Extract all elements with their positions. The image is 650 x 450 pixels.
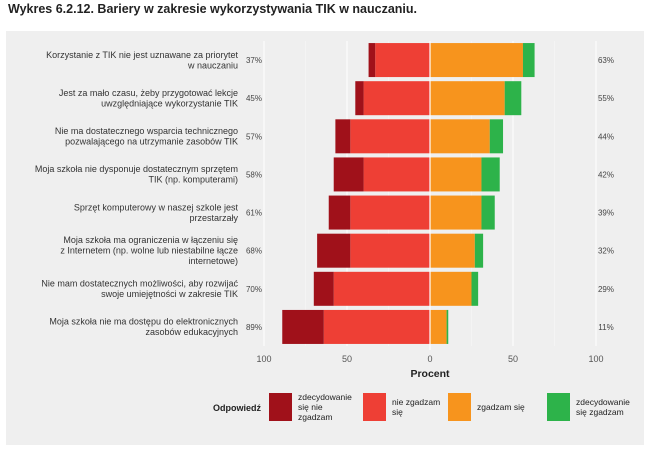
bar-segment [368,43,376,78]
legend-swatch [363,393,386,421]
bar-segment [430,119,490,154]
bar-segment [313,271,334,306]
bar-segment [333,271,430,306]
legend-swatch [547,393,570,421]
bar-segment [323,309,430,344]
legend-label: zdecydowanie się zgadzam [576,397,630,417]
negative-total-label: 45% [246,94,262,103]
negative-total-label: 89% [246,323,262,332]
legend-label: nie zgadzam się [392,397,440,417]
bar-segment [522,43,535,78]
bar-segment [375,43,430,78]
bar-segment [430,43,523,78]
bar-segment [489,119,504,154]
positive-total-label: 55% [598,94,614,103]
bar-segment [328,195,351,230]
bar-segment [363,157,430,192]
category-label: Moja szkoła nie ma dostępu do elektronic… [49,317,238,338]
chart-title: Wykres 6.2.12. Bariery w zakresie wykorz… [8,2,417,16]
positive-total-label: 44% [598,132,614,141]
positive-total-label: 39% [598,209,614,218]
negative-total-label: 58% [246,170,262,179]
x-axis-label: Procent [410,368,450,380]
x-tick-label: 100 [588,354,603,364]
category-label: Sprzęt komputerowy w naszej szkole jest p… [74,202,239,223]
bar-segment [504,81,522,116]
bar-segment [474,233,484,268]
bar-segment [481,195,495,230]
legend-swatch [448,393,471,421]
positive-total-label: 63% [598,56,614,65]
diverging-bar-chart: Korzystanie z TIK nie jest uznawane za p… [35,41,630,422]
bar-segment [363,81,430,116]
bar-segment [481,157,500,192]
negative-total-label: 70% [246,285,262,294]
positive-total-label: 29% [598,285,614,294]
legend-label: zgadzam się [477,402,525,412]
negative-total-label: 61% [246,209,262,218]
x-tick-label: 100 [256,354,271,364]
positive-total-label: 42% [598,170,614,179]
bar-segment [350,233,430,268]
x-tick-label: 0 [427,354,432,364]
legend-swatch [269,393,292,421]
legend-label: zdecydowanie się nie zgadzam [298,392,352,422]
category-label: Nie mam dostatecznych możliwości, aby ro… [41,279,238,300]
category-label: Korzystanie z TIK nie jest uznawane za p… [46,50,238,71]
negative-total-label: 68% [246,247,262,256]
bar-segment [317,233,351,268]
positive-total-label: 32% [598,247,614,256]
bar-segment [430,233,475,268]
category-label: Jest za mało czasu, żeby przygotować lek… [59,88,238,109]
bar-segment [430,195,482,230]
bar-segment [430,309,447,344]
bar-segment [471,271,479,306]
bar-segment [333,157,364,192]
bar-segment [446,309,449,344]
bar-segment [355,81,364,116]
bar-segment [282,309,324,344]
bar-segment [430,157,482,192]
category-label: Nie ma dostatecznego wsparcia techniczne… [55,126,238,147]
category-label: Moja szkoła nie dysponuje dostatecznym s… [35,164,238,185]
bar-segment [430,271,472,306]
bar-segment [350,195,430,230]
negative-total-label: 57% [246,132,262,141]
category-label: Moja szkoła ma ograniczenia w łączeniu s… [60,235,238,266]
x-tick-label: 50 [342,354,352,364]
bar-segment [335,119,351,154]
positive-total-label: 11% [598,323,613,332]
bar-segment [350,119,430,154]
negative-total-label: 37% [246,56,262,65]
legend-title: Odpowiedź [213,403,261,413]
bar-segment [430,81,505,116]
chart-panel: Korzystanie z TIK nie jest uznawane za p… [6,31,644,445]
x-tick-label: 50 [508,354,518,364]
